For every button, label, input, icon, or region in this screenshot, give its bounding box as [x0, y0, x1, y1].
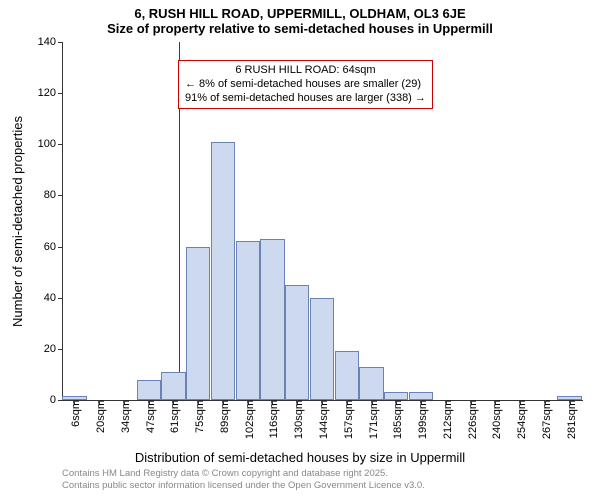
annotation-box: 6 RUSH HILL ROAD: 64sqm ← 8% of semi-det… — [178, 60, 433, 109]
annotation-line3: 91% of semi-detached houses are larger (… — [185, 92, 426, 106]
histogram-bar — [161, 372, 185, 400]
histogram-bar — [236, 241, 260, 400]
y-tick-mark — [58, 247, 62, 248]
x-tick-mark — [520, 400, 521, 404]
x-tick-mark — [223, 400, 224, 404]
plot-area: 6 RUSH HILL ROAD: 64sqm ← 8% of semi-det… — [62, 42, 582, 400]
y-tick-mark — [58, 93, 62, 94]
y-tick-mark — [58, 298, 62, 299]
histogram-bar — [186, 247, 210, 400]
footer-line2: Contains public sector information licen… — [62, 480, 425, 492]
x-tick-mark — [495, 400, 496, 404]
histogram-bar — [211, 142, 235, 400]
x-tick-label: 240sqm — [487, 400, 503, 439]
x-tick-mark — [347, 400, 348, 404]
histogram-bar — [260, 239, 284, 400]
x-tick-mark — [446, 400, 447, 404]
x-tick-label: 47sqm — [141, 400, 157, 433]
histogram-bar — [359, 367, 383, 400]
x-tick-mark — [322, 400, 323, 404]
y-tick-mark — [58, 42, 62, 43]
x-tick-mark — [570, 400, 571, 404]
x-tick-mark — [198, 400, 199, 404]
x-tick-label: 102sqm — [240, 400, 256, 439]
footer-line1: Contains HM Land Registry data © Crown c… — [62, 468, 425, 480]
x-axis-label: Distribution of semi-detached houses by … — [0, 450, 600, 465]
y-tick-mark — [58, 144, 62, 145]
x-tick-label: 144sqm — [314, 400, 330, 439]
x-tick-label: 34sqm — [116, 400, 132, 433]
x-tick-label: 199sqm — [413, 400, 429, 439]
x-tick-label: 157sqm — [339, 400, 355, 439]
x-tick-label: 130sqm — [289, 400, 305, 439]
x-tick-mark — [297, 400, 298, 404]
x-tick-mark — [421, 400, 422, 404]
x-tick-mark — [471, 400, 472, 404]
histogram-bar — [285, 285, 309, 400]
y-axis-label: Number of semi-detached properties — [10, 116, 25, 327]
x-tick-mark — [173, 400, 174, 404]
chart-title-subtitle: Size of property relative to semi-detach… — [0, 21, 600, 36]
x-tick-label: 254sqm — [512, 400, 528, 439]
x-tick-mark — [272, 400, 273, 404]
chart-container: 6, RUSH HILL ROAD, UPPERMILL, OLDHAM, OL… — [0, 0, 600, 500]
x-tick-label: 116sqm — [264, 400, 280, 438]
x-tick-mark — [74, 400, 75, 404]
x-tick-mark — [99, 400, 100, 404]
y-tick-mark — [58, 400, 62, 401]
x-tick-label: 6sqm — [66, 400, 82, 427]
histogram-bar — [409, 392, 433, 400]
x-tick-mark — [149, 400, 150, 404]
y-tick-mark — [58, 349, 62, 350]
x-tick-label: 171sqm — [364, 400, 380, 439]
x-tick-mark — [124, 400, 125, 404]
histogram-bar — [384, 392, 408, 400]
x-tick-label: 61sqm — [165, 400, 181, 433]
annotation-line1: 6 RUSH HILL ROAD: 64sqm — [185, 64, 426, 78]
annotation-line2: ← 8% of semi-detached houses are smaller… — [185, 78, 426, 92]
footer-attribution: Contains HM Land Registry data © Crown c… — [62, 468, 425, 492]
x-tick-label: 75sqm — [190, 400, 206, 433]
x-tick-mark — [372, 400, 373, 404]
x-tick-mark — [248, 400, 249, 404]
x-tick-label: 226sqm — [463, 400, 479, 439]
x-tick-label: 212sqm — [438, 400, 454, 439]
histogram-bar — [310, 298, 334, 400]
x-tick-label: 89sqm — [215, 400, 231, 433]
x-tick-mark — [545, 400, 546, 404]
chart-title-address: 6, RUSH HILL ROAD, UPPERMILL, OLDHAM, OL… — [0, 0, 600, 21]
x-tick-label: 20sqm — [91, 400, 107, 433]
histogram-bar — [137, 380, 161, 400]
x-tick-mark — [396, 400, 397, 404]
histogram-bar — [335, 351, 359, 400]
y-tick-mark — [58, 195, 62, 196]
x-tick-label: 267sqm — [537, 400, 553, 439]
x-tick-label: 185sqm — [388, 400, 404, 439]
x-tick-label: 281sqm — [562, 400, 578, 439]
